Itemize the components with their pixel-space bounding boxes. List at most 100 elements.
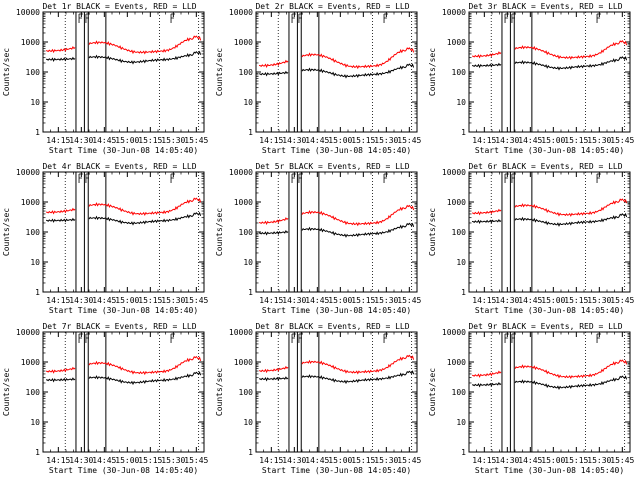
flag-marker	[596, 173, 602, 183]
y-tick-label: 10	[456, 418, 466, 427]
flag-marker	[298, 333, 303, 343]
y-tick-label: 10	[243, 98, 253, 107]
x-tick-label: 15:30	[161, 136, 185, 145]
chart-panel-8: Det 8r BLACK = Events, RED = LLD 1 10 100 10…	[215, 322, 422, 475]
y-tick-label: 1000	[21, 358, 40, 367]
flag-marker	[85, 173, 90, 183]
lld-series-line	[88, 355, 202, 376]
y-tick-label: 1000	[447, 198, 466, 207]
x-tick-label: 15:15	[564, 456, 588, 465]
y-tick-label: 1	[248, 288, 253, 297]
lld-series-line	[472, 370, 502, 378]
events-series-line	[301, 222, 415, 238]
x-tick-label: 15:00	[541, 296, 565, 305]
flag-marker	[78, 333, 84, 343]
y-tick-label: 1	[35, 128, 40, 137]
events-series-line	[472, 62, 502, 69]
x-tick-label: 14:15	[46, 296, 70, 305]
x-tick-label: 15:45	[184, 136, 208, 145]
y-tick-label: 1000	[234, 38, 253, 47]
chart-panel-9: Det 9r BLACK = Events, RED = LLD 1 10 100 10…	[428, 322, 635, 475]
x-tick-label: 15:15	[351, 296, 375, 305]
lld-series-line	[301, 204, 415, 227]
x-tick-label: 14:15	[472, 136, 496, 145]
y-tick-label: 10	[30, 418, 40, 427]
chart-title: Det 7r BLACK = Events, RED = LLD	[42, 322, 196, 331]
events-series-line	[45, 217, 76, 223]
flag-marker	[383, 173, 389, 183]
plot-frame	[255, 331, 418, 453]
x-axis-label: Start Time (30-Jun-08 14:05:40)	[475, 466, 624, 475]
y-tick-label: 1	[248, 448, 253, 457]
y-tick-label: 1000	[21, 38, 40, 47]
events-series-line	[258, 70, 289, 77]
y-axis-label: Counts/sec	[215, 368, 224, 416]
x-tick-label: 14:30	[69, 296, 93, 305]
x-tick-label: 14:15	[259, 456, 283, 465]
lld-series-line	[301, 47, 415, 70]
x-tick-label: 15:30	[161, 456, 185, 465]
x-tick-label: 14:15	[472, 456, 496, 465]
x-tick-label: 15:30	[374, 296, 398, 305]
x-tick-label: 14:45	[305, 296, 329, 305]
events-series-line	[259, 229, 289, 236]
y-tick-label: 10000	[442, 328, 466, 337]
y-tick-label: 1	[248, 128, 253, 137]
lld-series-line	[259, 59, 289, 68]
x-tick-label: 15:45	[184, 456, 208, 465]
plot-frame	[468, 331, 631, 453]
y-axis-label: Counts/sec	[2, 208, 11, 256]
x-tick-label: 15:00	[115, 296, 139, 305]
y-axis-label: Counts/sec	[428, 208, 437, 256]
lld-series-line	[514, 198, 628, 217]
y-tick-label: 10	[243, 258, 253, 267]
y-tick-label: 100	[26, 68, 41, 77]
y-tick-label: 100	[239, 68, 254, 77]
x-tick-label: 15:00	[328, 456, 352, 465]
y-tick-label: 10000	[229, 328, 253, 337]
y-tick-label: 1	[35, 288, 40, 297]
plot-frame	[42, 331, 205, 453]
y-tick-label: 10	[456, 98, 466, 107]
lld-series-line	[88, 197, 202, 216]
x-tick-label: 15:00	[328, 296, 352, 305]
chart-title: Det 2r BLACK = Events, RED = LLD	[255, 2, 409, 11]
y-axis-label: Counts/sec	[428, 48, 437, 96]
y-tick-label: 100	[239, 228, 254, 237]
x-tick-label: 15:45	[610, 136, 634, 145]
y-tick-label: 100	[452, 228, 467, 237]
y-tick-label: 1000	[447, 358, 466, 367]
x-tick-label: 15:45	[397, 136, 421, 145]
x-tick-label: 15:15	[351, 456, 375, 465]
x-tick-label: 14:30	[495, 456, 519, 465]
x-tick-label: 15:00	[115, 136, 139, 145]
y-tick-label: 1000	[21, 198, 40, 207]
lld-series-line	[301, 354, 415, 375]
y-tick-label: 1	[35, 448, 40, 457]
x-tick-label: 14:30	[282, 456, 306, 465]
events-series-line	[514, 212, 628, 227]
x-axis-label: Start Time (30-Jun-08 14:05:40)	[475, 146, 624, 155]
y-tick-label: 10000	[16, 328, 40, 337]
x-tick-label: 14:30	[69, 456, 93, 465]
y-tick-label: 10	[30, 258, 40, 267]
x-tick-label: 15:45	[184, 296, 208, 305]
chart-title: Det 4r BLACK = Events, RED = LLD	[42, 162, 196, 171]
x-tick-label: 14:15	[46, 456, 70, 465]
x-tick-label: 14:30	[69, 136, 93, 145]
lld-series-line	[46, 46, 76, 54]
flag-marker	[291, 173, 297, 183]
flag-marker	[85, 13, 90, 23]
x-tick-label: 15:45	[397, 296, 421, 305]
flag-marker	[511, 13, 516, 23]
x-tick-label: 14:45	[518, 296, 542, 305]
x-tick-label: 14:15	[259, 136, 283, 145]
y-axis-label: Counts/sec	[2, 368, 11, 416]
flag-marker	[383, 333, 389, 343]
flag-marker	[511, 173, 516, 183]
chart-panel-5: Det 5r BLACK = Events, RED = LLD 1 10 100 10…	[215, 162, 422, 315]
lld-series-line	[45, 366, 76, 374]
y-tick-label: 100	[239, 388, 254, 397]
x-tick-label: 15:45	[610, 296, 634, 305]
events-series-line	[46, 56, 76, 62]
